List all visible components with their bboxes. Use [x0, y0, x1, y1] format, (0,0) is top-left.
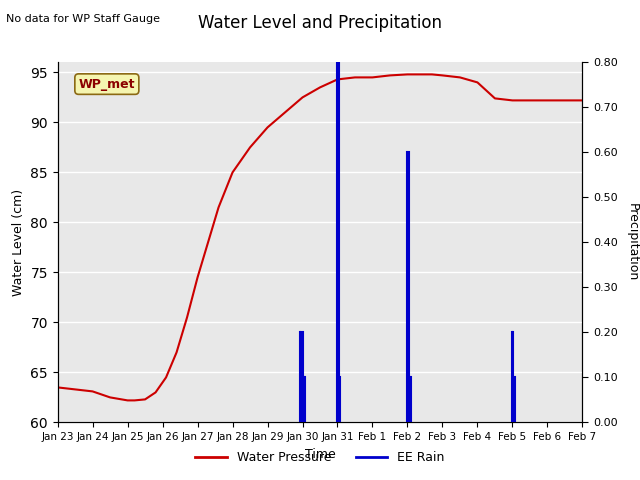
Y-axis label: Water Level (cm): Water Level (cm) — [12, 189, 25, 296]
Y-axis label: Precipitation: Precipitation — [625, 203, 639, 282]
Legend: Water Pressure, EE Rain: Water Pressure, EE Rain — [190, 446, 450, 469]
Text: No data for WP Staff Gauge: No data for WP Staff Gauge — [6, 14, 161, 24]
Text: Water Level and Precipitation: Water Level and Precipitation — [198, 14, 442, 33]
X-axis label: Time: Time — [305, 448, 335, 461]
Text: WP_met: WP_met — [79, 78, 135, 91]
